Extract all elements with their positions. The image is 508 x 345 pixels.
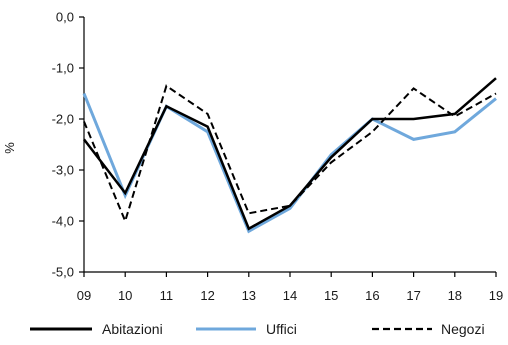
x-axis: 09 10 11 12 13 14 15 16 17 18 19 — [77, 271, 503, 303]
legend-label-abitazioni: Abitazioni — [102, 321, 163, 337]
legend-label-negozi: Negozi — [441, 321, 485, 337]
legend-label-uffici: Uffici — [266, 321, 297, 337]
x-tick-label: 16 — [365, 288, 379, 303]
y-tick-label: -5,0 — [52, 265, 74, 280]
y-tick-label: -4,0 — [52, 214, 74, 229]
y-axis: 0,0 -1,0 -2,0 -3,0 -4,0 -5,0 — [52, 10, 85, 280]
series-layer — [82, 77, 497, 234]
x-tick-label: 10 — [118, 288, 132, 303]
x-tick-label: 09 — [77, 288, 91, 303]
y-axis-label: % — [2, 142, 17, 154]
x-tick-label: 19 — [489, 288, 503, 303]
y-tick-label: 0,0 — [56, 10, 74, 25]
x-tick-label: 12 — [200, 288, 214, 303]
x-tick-label: 15 — [324, 288, 338, 303]
series-line-abitazioni — [83, 77, 497, 231]
x-tick-label: 18 — [448, 288, 462, 303]
series-line-negozi — [83, 84, 497, 224]
y-tick-label: -2,0 — [52, 112, 74, 127]
series-line-uffici — [82, 92, 497, 234]
x-tick-label: 17 — [406, 288, 420, 303]
x-tick-label: 11 — [160, 288, 174, 303]
y-tick-label: -1,0 — [52, 61, 74, 76]
x-tick-label: 13 — [242, 288, 256, 303]
x-tick-label: 14 — [283, 288, 297, 303]
legend: Abitazioni Uffici Negozi — [30, 321, 485, 337]
y-tick-label: -3,0 — [52, 163, 74, 178]
